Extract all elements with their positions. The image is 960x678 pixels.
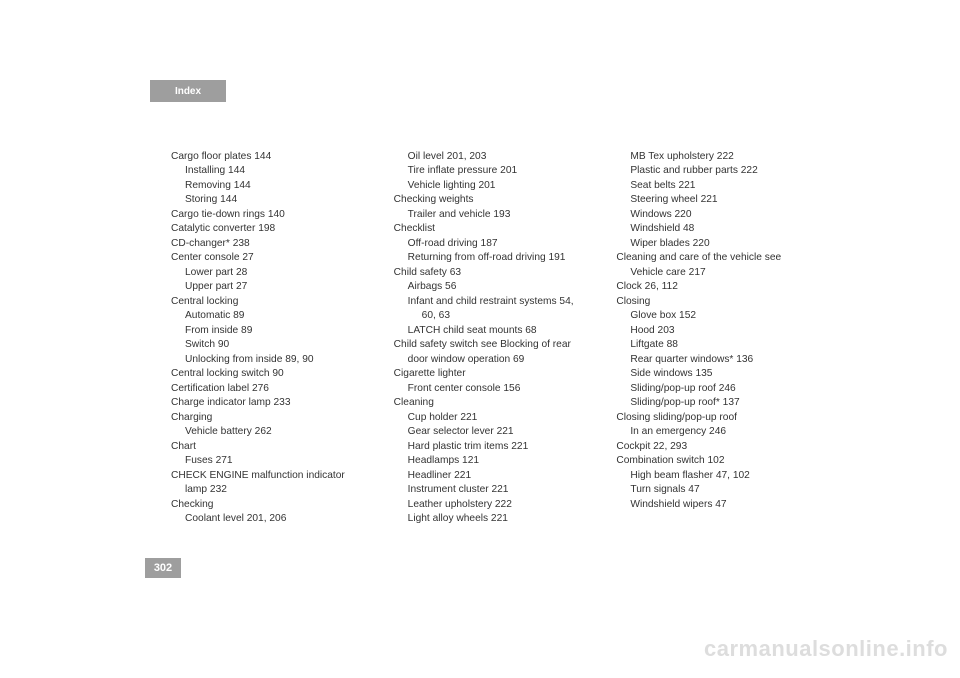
index-entry: Vehicle battery 262: [185, 425, 370, 439]
index-entry: Center console 27: [171, 251, 370, 265]
index-entry: Checking weights: [394, 193, 593, 207]
index-entry: 60, 63: [422, 309, 593, 323]
index-entry: Chart: [171, 440, 370, 454]
index-entry: Oil level 201, 203: [408, 150, 593, 164]
index-entry: lamp 232: [185, 483, 370, 497]
index-column-1: Cargo floor plates 144Installing 144Remo…: [155, 150, 370, 527]
index-entry: Child safety 63: [394, 266, 593, 280]
index-entry: Front center console 156: [408, 382, 593, 396]
index-entry: Glove box 152: [630, 309, 815, 323]
index-entry: Child safety switch see Blocking of rear: [394, 338, 593, 352]
index-entry: Cigarette lighter: [394, 367, 593, 381]
index-entry: Charge indicator lamp 233: [171, 396, 370, 410]
index-entry: LATCH child seat mounts 68: [408, 324, 593, 338]
index-entry: Cargo floor plates 144: [171, 150, 370, 164]
index-column-3: MB Tex upholstery 222Plastic and rubber …: [600, 150, 815, 527]
index-entry: In an emergency 246: [630, 425, 815, 439]
index-entry: Storing 144: [185, 193, 370, 207]
index-entry: Side windows 135: [630, 367, 815, 381]
index-entry: Installing 144: [185, 164, 370, 178]
index-entry: Hard plastic trim items 221: [408, 440, 593, 454]
index-header-title: Index: [175, 86, 201, 97]
index-entry: Instrument cluster 221: [408, 483, 593, 497]
index-entry: Leather upholstery 222: [408, 498, 593, 512]
index-entry: Sliding/pop-up roof* 137: [630, 396, 815, 410]
index-entry: Cockpit 22, 293: [616, 440, 815, 454]
index-entry: Seat belts 221: [630, 179, 815, 193]
index-entry: CHECK ENGINE malfunction indicator: [171, 469, 370, 483]
index-entry: Tire inflate pressure 201: [408, 164, 593, 178]
index-entry: Cleaning and care of the vehicle see: [616, 251, 815, 265]
index-columns: Cargo floor plates 144Installing 144Remo…: [155, 150, 815, 527]
index-entry: Trailer and vehicle 193: [408, 208, 593, 222]
index-entry: Steering wheel 221: [630, 193, 815, 207]
index-entry: Clock 26, 112: [616, 280, 815, 294]
index-entry: Gear selector lever 221: [408, 425, 593, 439]
index-column-2: Oil level 201, 203Tire inflate pressure …: [378, 150, 593, 527]
index-entry: Sliding/pop-up roof 246: [630, 382, 815, 396]
index-entry: Closing: [616, 295, 815, 309]
index-entry: Unlocking from inside 89, 90: [185, 353, 370, 367]
index-entry: Windows 220: [630, 208, 815, 222]
watermark-text: carmanualsonline.info: [704, 636, 948, 662]
index-entry: Checklist: [394, 222, 593, 236]
index-entry: Wiper blades 220: [630, 237, 815, 251]
index-entry: Headliner 221: [408, 469, 593, 483]
index-entry: MB Tex upholstery 222: [630, 150, 815, 164]
index-entry: Switch 90: [185, 338, 370, 352]
index-entry: Automatic 89: [185, 309, 370, 323]
index-entry: door window operation 69: [408, 353, 593, 367]
index-entry: Turn signals 47: [630, 483, 815, 497]
index-entry: Central locking switch 90: [171, 367, 370, 381]
index-entry: Charging: [171, 411, 370, 425]
index-entry: Vehicle care 217: [630, 266, 815, 280]
index-entry: Light alloy wheels 221: [408, 512, 593, 526]
index-entry: Hood 203: [630, 324, 815, 338]
index-header-bar: Index: [150, 80, 226, 102]
index-entry: Windshield 48: [630, 222, 815, 236]
page-content: Index Cargo floor plates 144Installing 1…: [155, 90, 815, 527]
index-entry: Upper part 27: [185, 280, 370, 294]
index-entry: CD-changer* 238: [171, 237, 370, 251]
index-entry: Certification label 276: [171, 382, 370, 396]
page-number-text: 302: [154, 562, 172, 574]
index-entry: Headlamps 121: [408, 454, 593, 468]
index-entry: Combination switch 102: [616, 454, 815, 468]
index-entry: Closing sliding/pop-up roof: [616, 411, 815, 425]
index-entry: Cargo tie-down rings 140: [171, 208, 370, 222]
index-entry: Plastic and rubber parts 222: [630, 164, 815, 178]
index-entry: Rear quarter windows* 136: [630, 353, 815, 367]
index-entry: Coolant level 201, 206: [185, 512, 370, 526]
index-entry: Cleaning: [394, 396, 593, 410]
index-entry: Liftgate 88: [630, 338, 815, 352]
index-entry: Airbags 56: [408, 280, 593, 294]
index-entry: Windshield wipers 47: [630, 498, 815, 512]
index-entry: Catalytic converter 198: [171, 222, 370, 236]
index-entry: Checking: [171, 498, 370, 512]
index-entry: Lower part 28: [185, 266, 370, 280]
index-entry: Removing 144: [185, 179, 370, 193]
index-entry: Central locking: [171, 295, 370, 309]
index-entry: Off-road driving 187: [408, 237, 593, 251]
index-entry: Infant and child restraint systems 54,: [408, 295, 593, 309]
index-entry: Cup holder 221: [408, 411, 593, 425]
index-entry: Returning from off-road driving 191: [408, 251, 593, 265]
page-number-badge: 302: [145, 558, 181, 578]
index-entry: Fuses 271: [185, 454, 370, 468]
index-entry: Vehicle lighting 201: [408, 179, 593, 193]
index-entry: From inside 89: [185, 324, 370, 338]
index-entry: High beam flasher 47, 102: [630, 469, 815, 483]
